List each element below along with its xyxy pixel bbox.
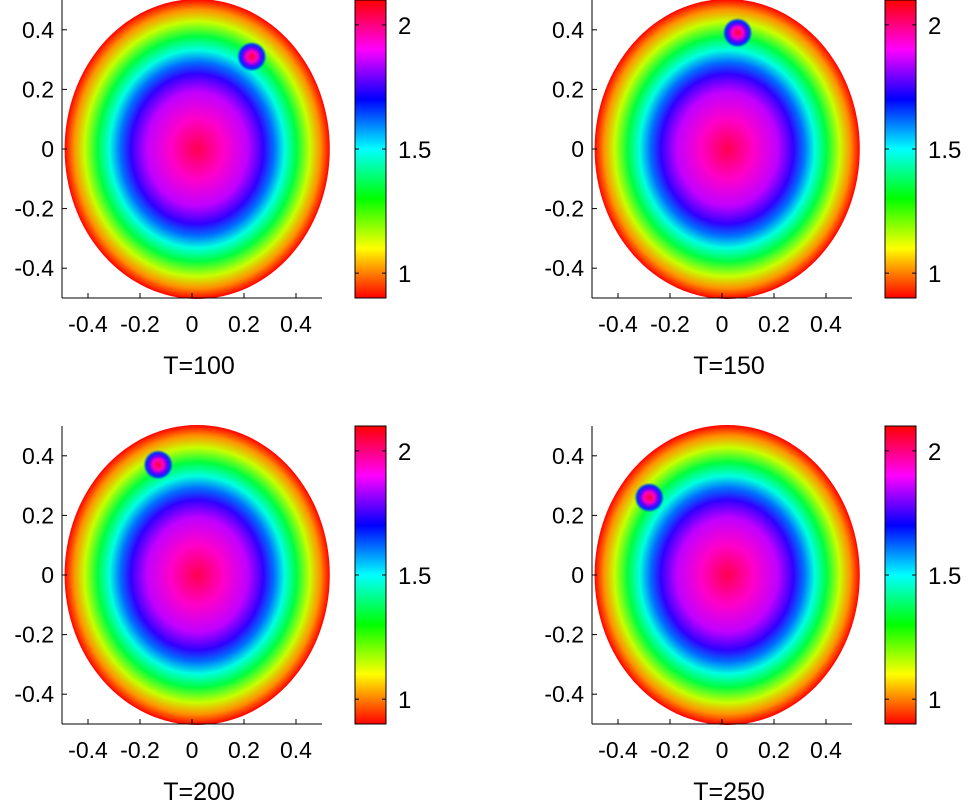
colorbar-tick-label: 2 [398,439,411,466]
colorbar [354,0,387,299]
colorbar-tick-label: 1 [398,261,411,288]
y-tick-label: 0 [41,562,54,588]
panel-t-250: -0.4 -0.2 0 0.2 0.4 0.4 0.2 0 -0.2 -0.4 T=250 2 1.5 1 [544,425,961,802]
y-tick-label: 0 [571,136,584,162]
colorbar-tick-label: 1.5 [928,137,961,164]
panel-t-100: -0.4 -0.2 0 0.2 0.4 0.4 0.2 0 -0.2 -0.4 T=100 2 1.5 1 [14,0,431,380]
panel-t-200: -0.4 -0.2 0 0.2 0.4 0.4 0.2 0 -0.2 -0.4 T=200 2 1.5 1 [14,425,431,802]
colorbar-tick-label: 1.5 [928,563,961,590]
x-tick-label: -0.2 [650,311,690,337]
x-tick-label: -0.4 [68,737,108,763]
x-axis-label: T=100 [163,352,235,380]
y-tick-label: 0.2 [22,76,54,102]
y-tick-label: 0.4 [22,17,54,43]
y-tick-label: -0.4 [14,681,54,707]
x-tick-label: 0 [186,311,199,337]
x-tick-label: 0.2 [228,737,260,763]
x-tick-label: 0.2 [228,311,260,337]
y-tick-label: 0.4 [552,443,584,469]
x-tick-label: 0.4 [280,737,312,763]
x-tick-label: -0.4 [598,737,638,763]
x-tick-label: -0.2 [120,311,160,337]
y-tick-label: -0.2 [14,622,54,648]
x-tick-label: -0.4 [68,311,108,337]
x-axis-label: T=200 [163,778,235,802]
x-tick-label: -0.2 [650,737,690,763]
colorbar [884,0,917,299]
panel-t-150: -0.4 -0.2 0 0.2 0.4 0.4 0.2 0 -0.2 -0.4 T=150 2 1.5 1 [544,0,961,380]
y-tick-label: 0 [41,136,54,162]
colorbar-tick-label: 1 [928,687,941,714]
heatmap-disk [64,0,330,299]
y-tick-label: -0.4 [544,681,584,707]
colorbar-tick-label: 2 [398,13,411,40]
y-tick-label: 0.2 [22,502,54,528]
y-tick-label: 0.2 [552,502,584,528]
colorbar-tick-label: 1.5 [398,563,431,590]
colorbar [884,425,917,725]
x-tick-label: 0.2 [758,737,790,763]
colorbar [354,425,387,725]
heatmap-disk [594,0,860,299]
x-axis-label: T=250 [693,778,765,802]
colorbar-tick-label: 1 [928,261,941,288]
hot-spot [236,41,267,72]
y-tick-label: 0 [571,562,584,588]
x-axis-label: T=150 [693,352,765,380]
x-tick-label: 0 [716,737,729,763]
x-tick-label: -0.2 [120,737,160,763]
heatmap-disk [64,425,330,725]
colorbar-tick-label: 2 [928,439,941,466]
y-tick-label: -0.2 [544,622,584,648]
y-tick-label: -0.2 [14,196,54,222]
x-tick-label: 0 [716,311,729,337]
y-tick-label: 0.2 [552,76,584,102]
colorbar-tick-label: 1.5 [398,137,431,164]
x-tick-label: 0.4 [810,737,842,763]
colorbar-tick-label: 1 [398,687,411,714]
x-tick-label: 0.4 [810,311,842,337]
x-tick-label: 0.4 [280,311,312,337]
y-tick-label: -0.2 [544,196,584,222]
heatmap-disk [594,425,860,725]
hot-spot [722,17,753,48]
y-tick-label: -0.4 [14,255,54,281]
hot-spot [143,449,174,480]
x-tick-label: -0.4 [598,311,638,337]
x-tick-label: 0.2 [758,311,790,337]
y-tick-label: 0.4 [22,443,54,469]
x-tick-label: 0 [186,737,199,763]
colorbar-tick-label: 2 [928,13,941,40]
y-tick-label: -0.4 [544,255,584,281]
hot-spot [634,482,665,513]
y-tick-label: 0.4 [552,17,584,43]
